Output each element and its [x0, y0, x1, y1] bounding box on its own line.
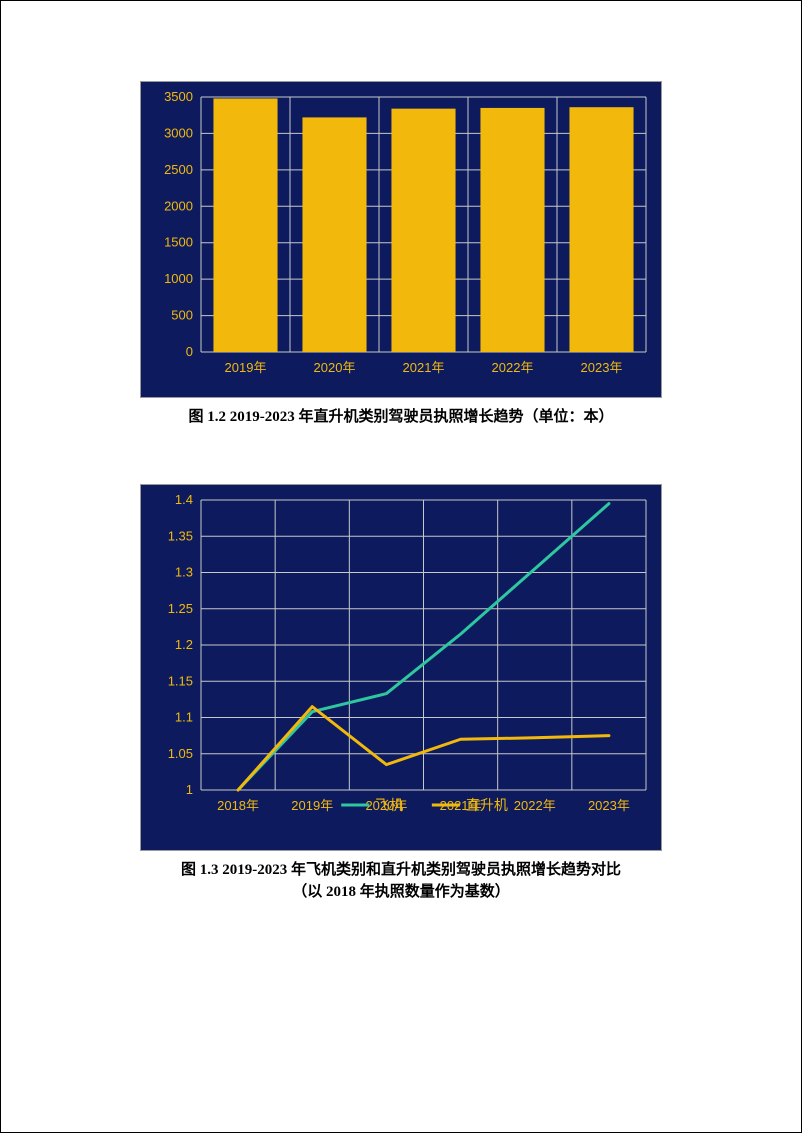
svg-text:500: 500 — [171, 308, 193, 323]
svg-text:2019年: 2019年 — [225, 360, 267, 375]
bar-chart-caption: 图 1.2 2019-2023 年直升机类别驾驶员执照增长趋势（单位：本） — [1, 406, 801, 429]
svg-text:1500: 1500 — [164, 235, 193, 250]
svg-text:1.35: 1.35 — [168, 528, 193, 543]
svg-text:1000: 1000 — [164, 271, 193, 286]
svg-text:1.3: 1.3 — [175, 564, 193, 579]
svg-text:1.15: 1.15 — [168, 673, 193, 688]
svg-text:飞机: 飞机 — [375, 797, 403, 813]
svg-text:3000: 3000 — [164, 125, 193, 140]
svg-text:1: 1 — [186, 782, 193, 797]
svg-text:2020年: 2020年 — [314, 360, 356, 375]
svg-text:1.4: 1.4 — [175, 492, 193, 507]
svg-text:1.2: 1.2 — [175, 637, 193, 652]
svg-text:2022年: 2022年 — [514, 798, 556, 813]
svg-text:2022年: 2022年 — [492, 360, 534, 375]
bar-chart-container: 0 500 1000 1500 2000 2500 3000 3500 2019年 2020年 20… — [1, 81, 801, 429]
line-caption-line2: （以 2018 年执照数量作为基数） — [292, 884, 510, 900]
svg-text:2018年: 2018年 — [217, 798, 259, 813]
svg-text:2019年: 2019年 — [291, 798, 333, 813]
svg-text:2021年: 2021年 — [403, 360, 445, 375]
svg-text:3500: 3500 — [164, 89, 193, 104]
line-chart-svg: 1 1.05 1.1 1.15 1.2 1.25 1.3 1.35 1.4 2018年 2019年 2… — [141, 485, 661, 845]
svg-text:0: 0 — [186, 344, 193, 359]
svg-text:1.25: 1.25 — [168, 600, 193, 615]
svg-text:2023年: 2023年 — [581, 360, 623, 375]
svg-text:1.05: 1.05 — [168, 745, 193, 760]
svg-text:1.1: 1.1 — [175, 709, 193, 724]
line-caption-line1: 图 1.3 2019-2023 年飞机类别和直升机类别驾驶员执照增长趋势对比 — [181, 862, 621, 878]
line-chart-container: 1 1.05 1.1 1.15 1.2 1.25 1.3 1.35 1.4 2018年 2019年 2… — [1, 484, 801, 904]
bar-chart-box: 0 500 1000 1500 2000 2500 3000 3500 2019年 2020年 20… — [140, 81, 662, 398]
bar-chart-svg: 0 500 1000 1500 2000 2500 3000 3500 2019年 2020年 20… — [141, 82, 661, 392]
line-chart-box: 1 1.05 1.1 1.15 1.2 1.25 1.3 1.35 1.4 2018年 2019年 2… — [140, 484, 662, 851]
document-page: 0 500 1000 1500 2000 2500 3000 3500 2019年 2020年 20… — [0, 0, 802, 1133]
svg-text:2000: 2000 — [164, 198, 193, 213]
svg-text:2500: 2500 — [164, 162, 193, 177]
svg-text:2023年: 2023年 — [588, 798, 630, 813]
line-chart-caption: 图 1.3 2019-2023 年飞机类别和直升机类别驾驶员执照增长趋势对比 （… — [1, 859, 801, 904]
spacer — [1, 429, 801, 484]
svg-text:直升机: 直升机 — [466, 797, 508, 813]
